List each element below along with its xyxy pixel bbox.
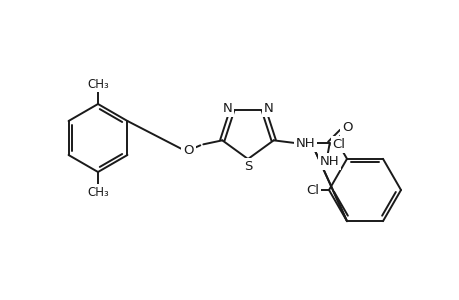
Text: N: N bbox=[222, 102, 231, 115]
Text: O: O bbox=[341, 121, 352, 134]
Text: O: O bbox=[183, 144, 193, 157]
Text: Cl: Cl bbox=[332, 139, 345, 152]
Text: CH₃: CH₃ bbox=[87, 77, 109, 91]
Text: NH: NH bbox=[319, 155, 339, 168]
Text: Cl: Cl bbox=[306, 184, 319, 196]
Text: S: S bbox=[243, 160, 252, 172]
Text: CH₃: CH₃ bbox=[87, 185, 109, 199]
Text: N: N bbox=[263, 102, 273, 115]
Text: NH: NH bbox=[295, 137, 315, 150]
